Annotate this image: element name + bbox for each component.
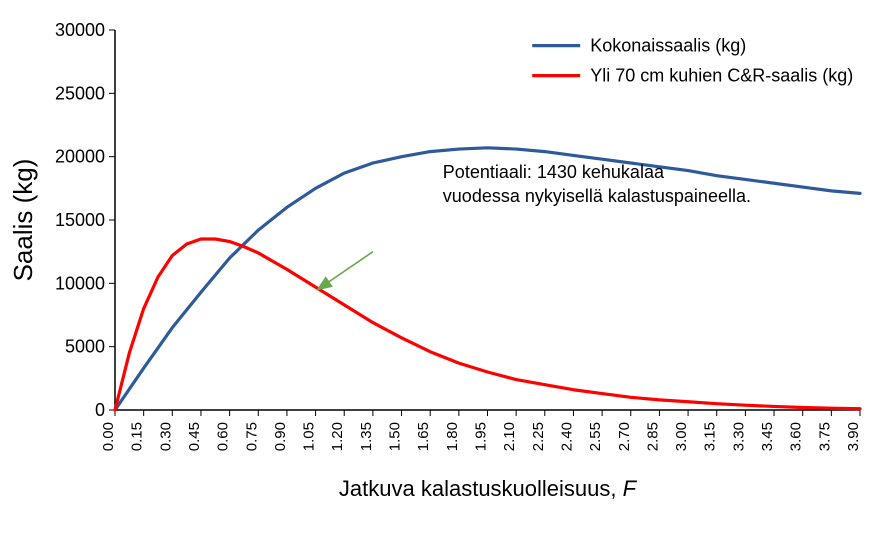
svg-text:0.60: 0.60: [215, 422, 232, 451]
svg-text:3.45: 3.45: [759, 422, 776, 451]
svg-text:2.25: 2.25: [530, 422, 547, 451]
yield-chart: 0 5000 10000 15000 20000 25000 30000 Saalis (kg…: [0, 0, 894, 547]
svg-text:3.15: 3.15: [702, 422, 719, 451]
svg-text:10000: 10000: [55, 273, 105, 293]
svg-text:0.75: 0.75: [243, 422, 260, 451]
svg-text:2.40: 2.40: [558, 422, 575, 451]
svg-text:15000: 15000: [55, 210, 105, 230]
svg-text:1.65: 1.65: [415, 422, 432, 451]
svg-text:0.00: 0.00: [100, 422, 117, 451]
svg-text:2.70: 2.70: [616, 422, 633, 451]
svg-text:0.30: 0.30: [157, 422, 174, 451]
svg-text:0.90: 0.90: [272, 422, 289, 451]
annotation-text: Potentiaali: 1430 kehukalaa: [443, 162, 665, 182]
legend-label: Kokonaissaalis (kg): [590, 36, 746, 56]
svg-text:2.55: 2.55: [587, 422, 604, 451]
svg-text:2.85: 2.85: [644, 422, 661, 451]
svg-text:1.80: 1.80: [444, 422, 461, 451]
svg-text:0.45: 0.45: [186, 422, 203, 451]
svg-text:1.05: 1.05: [301, 422, 318, 451]
svg-text:5000: 5000: [65, 337, 105, 357]
svg-text:1.20: 1.20: [329, 422, 346, 451]
svg-text:3.60: 3.60: [788, 422, 805, 451]
svg-text:Saalis (kg): Saalis (kg): [8, 159, 38, 282]
svg-text:1.95: 1.95: [473, 422, 490, 451]
chart-container: 0 5000 10000 15000 20000 25000 30000 Saalis (kg…: [0, 0, 894, 547]
svg-text:30000: 30000: [55, 20, 105, 40]
svg-text:1.35: 1.35: [358, 422, 375, 451]
legend-label: Yli 70 cm kuhien C&R-saalis (kg): [590, 66, 853, 86]
svg-text:3.00: 3.00: [673, 422, 690, 451]
svg-text:25000: 25000: [55, 83, 105, 103]
svg-text:0: 0: [95, 400, 105, 420]
svg-text:3.90: 3.90: [845, 422, 862, 451]
svg-text:3.30: 3.30: [730, 422, 747, 451]
annotation-text: vuodessa nykyisellä kalastuspaineella.: [443, 186, 751, 206]
svg-text:1.50: 1.50: [387, 422, 404, 451]
svg-text:0.15: 0.15: [129, 422, 146, 451]
svg-text:20000: 20000: [55, 147, 105, 167]
svg-text:3.75: 3.75: [816, 422, 833, 451]
svg-text:2.10: 2.10: [501, 422, 518, 451]
svg-text:Jatkuva kalastuskuolleisuus, F: Jatkuva kalastuskuolleisuus, F: [339, 476, 638, 501]
